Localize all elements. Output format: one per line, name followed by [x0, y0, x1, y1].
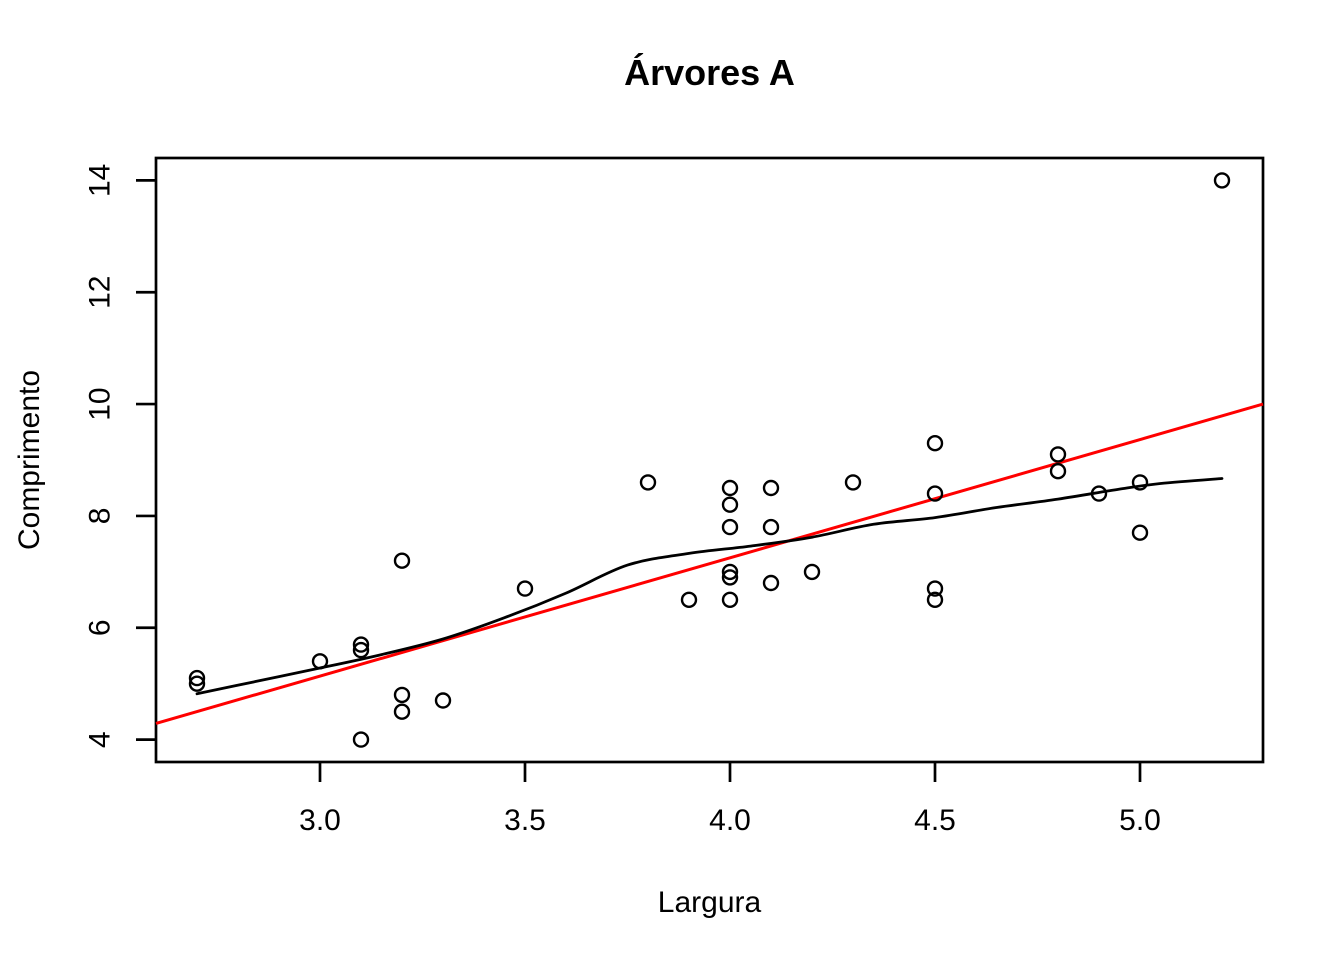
- data-point: [762, 574, 780, 592]
- data-point: [393, 552, 411, 569]
- y-tick-label: 12: [84, 276, 117, 309]
- data-point: [721, 479, 739, 497]
- data-point: [926, 485, 944, 502]
- data-point: [1213, 172, 1231, 189]
- data-point: [352, 731, 370, 748]
- loess-curve: [195, 477, 1224, 696]
- regression-line: [155, 402, 1264, 725]
- y-tick-label: 6: [84, 619, 117, 636]
- x-axis-label: Largura: [657, 886, 762, 919]
- data-point: [762, 518, 780, 536]
- x-tick-label: 3.5: [504, 804, 546, 837]
- data-point: [926, 591, 944, 608]
- data-point: [393, 703, 411, 720]
- data-point: [639, 474, 657, 491]
- x-tick-label: 4.0: [709, 804, 751, 837]
- data-point: [803, 563, 821, 581]
- y-tick-label: 10: [84, 387, 117, 420]
- data-point: [188, 669, 206, 687]
- x-tick-label: 5.0: [1119, 804, 1161, 837]
- chart-title: Árvores A: [624, 52, 795, 93]
- y-tick-label: 4: [84, 731, 117, 748]
- data-point: [1049, 463, 1067, 480]
- data-point: [721, 496, 739, 513]
- data-point: [352, 636, 370, 653]
- x-tick-label: 3.0: [299, 804, 341, 837]
- plot-border: [154, 156, 1265, 764]
- y-axis-label: Comprimento: [13, 369, 46, 551]
- data-point: [434, 692, 452, 709]
- data-point: [516, 580, 534, 597]
- data-point: [393, 686, 411, 704]
- data-point: [721, 569, 739, 586]
- data-point: [1131, 524, 1149, 541]
- data-point: [352, 641, 370, 659]
- data-point: [311, 653, 329, 670]
- y-tick-label: 8: [84, 508, 117, 525]
- data-point: [680, 591, 698, 608]
- data-point: [926, 435, 944, 452]
- data-point: [762, 479, 780, 497]
- data-point: [844, 474, 862, 491]
- x-tick-label: 4.5: [914, 804, 956, 837]
- data-point: [721, 563, 739, 581]
- data-point: [1131, 474, 1149, 491]
- y-tick-label: 14: [84, 164, 117, 197]
- data-point: [188, 675, 206, 692]
- data-point: [721, 591, 739, 608]
- data-point: [1049, 446, 1067, 463]
- data-point: [1090, 485, 1108, 502]
- data-point: [926, 580, 944, 597]
- data-point: [721, 518, 739, 536]
